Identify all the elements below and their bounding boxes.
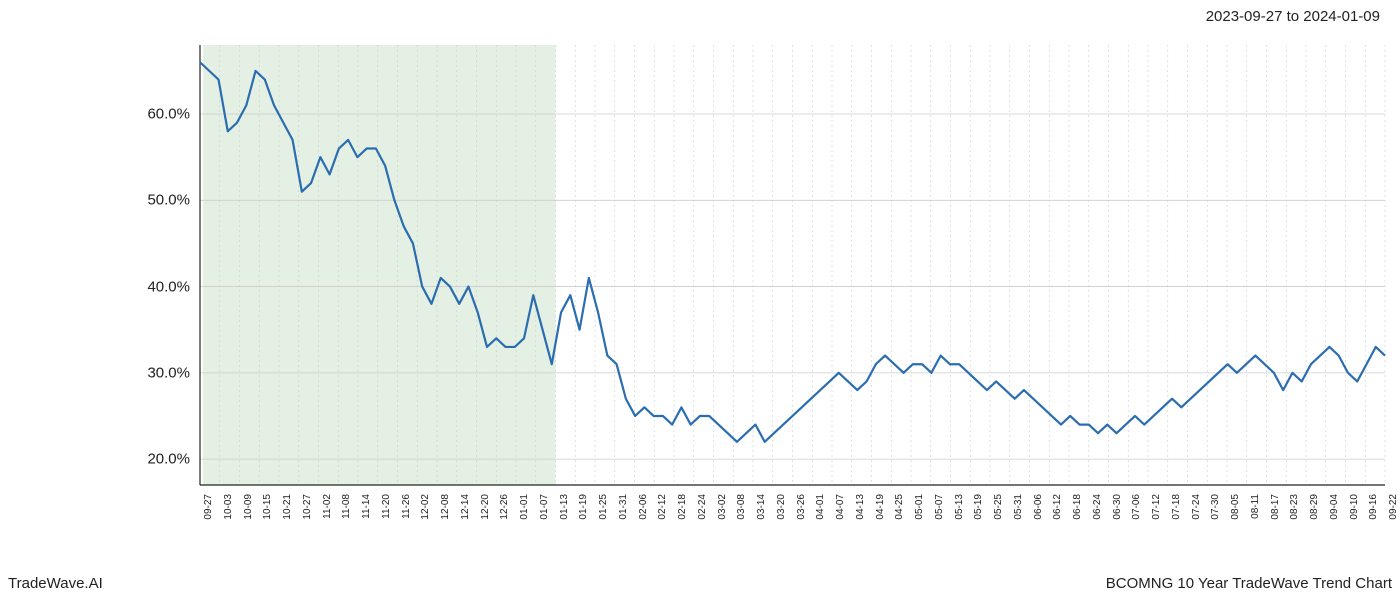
chart-title: BCOMNG 10 Year TradeWave Trend Chart [1106,575,1392,592]
x-tick-label: 06-18 [1072,494,1083,520]
x-tick-label: 10-27 [302,494,313,520]
x-tick-label: 09-10 [1349,494,1360,520]
x-tick-label: 07-30 [1210,494,1221,520]
x-tick-label: 04-01 [815,494,826,520]
x-tick-label: 03-08 [736,494,747,520]
x-tick-label: 06-30 [1112,494,1123,520]
x-tick-label: 06-24 [1092,494,1103,520]
x-tick-label: 09-16 [1368,494,1379,520]
plot-area [200,45,1385,485]
x-tick-label: 02-06 [638,494,649,520]
x-tick-label: 07-24 [1191,494,1202,520]
x-tick-label: 01-07 [539,494,550,520]
x-tick-label: 09-04 [1329,494,1340,520]
x-tick-label: 08-23 [1289,494,1300,520]
brand-label: TradeWave.AI [8,575,103,592]
x-tick-label: 03-02 [717,494,728,520]
x-tick-label: 10-21 [282,494,293,520]
x-tick-label: 10-15 [262,494,273,520]
y-axis-labels: 20.0% 30.0% 40.0% 50.0% 60.0% [120,45,190,485]
x-tick-label: 12-20 [480,494,491,520]
x-tick-label: 05-01 [914,494,925,520]
x-tick-label: 01-25 [598,494,609,520]
x-tick-label: 03-14 [756,494,767,520]
x-tick-label: 08-29 [1309,494,1320,520]
x-tick-label: 06-12 [1052,494,1063,520]
x-tick-label: 05-13 [954,494,965,520]
x-tick-label: 07-12 [1151,494,1162,520]
x-tick-label: 05-07 [934,494,945,520]
x-tick-label: 12-02 [420,494,431,520]
x-tick-label: 01-13 [559,494,570,520]
x-tick-label: 11-20 [381,494,392,519]
y-tick-label: 30.0% [147,364,190,381]
x-tick-label: 12-14 [460,494,471,520]
x-tick-label: 11-26 [401,494,412,519]
highlight-band [203,45,556,485]
x-tick-label: 04-19 [875,494,886,520]
x-tick-label: 05-25 [993,494,1004,520]
date-range-label: 2023-09-27 to 2024-01-09 [1206,8,1380,25]
x-tick-label: 11-08 [341,494,352,519]
x-tick-label: 07-06 [1131,494,1142,520]
x-axis-labels: 09-27 10-03 10-09 10-15 10-21 10-27 11-02 11-08… [200,490,1385,560]
x-tick-label: 02-24 [697,494,708,520]
x-tick-label: 12-08 [440,494,451,520]
x-tick-label: 05-31 [1013,494,1024,520]
y-tick-label: 20.0% [147,451,190,468]
y-tick-label: 60.0% [147,106,190,123]
x-tick-label: 11-02 [322,494,333,519]
x-tick-label: 04-07 [835,494,846,520]
chart-svg [200,45,1385,485]
x-tick-label: 06-06 [1033,494,1044,520]
x-tick-label: 01-19 [578,494,589,520]
x-tick-label: 12-26 [499,494,510,520]
x-tick-label: 02-12 [657,494,668,520]
y-tick-label: 40.0% [147,278,190,295]
x-tick-label: 02-18 [677,494,688,520]
x-tick-label: 03-20 [776,494,787,520]
x-tick-label: 04-25 [894,494,905,520]
x-tick-label: 10-09 [243,494,254,520]
x-tick-label: 09-27 [203,494,214,520]
x-tick-label: 08-11 [1250,494,1261,519]
x-tick-label: 03-26 [796,494,807,520]
x-tick-label: 01-01 [519,494,530,520]
x-tick-label: 09-22 [1388,494,1399,520]
chart-container: 2023-09-27 to 2024-01-09 20.0% 30.0% 40.0%… [0,0,1400,600]
x-tick-label: 08-17 [1270,494,1281,520]
x-tick-label: 10-03 [223,494,234,520]
y-tick-label: 50.0% [147,192,190,209]
x-tick-label: 11-14 [361,494,372,519]
x-tick-label: 08-05 [1230,494,1241,520]
x-tick-label: 07-18 [1171,494,1182,520]
x-tick-label: 05-19 [973,494,984,520]
x-tick-label: 01-31 [618,494,629,520]
x-tick-label: 04-13 [855,494,866,520]
